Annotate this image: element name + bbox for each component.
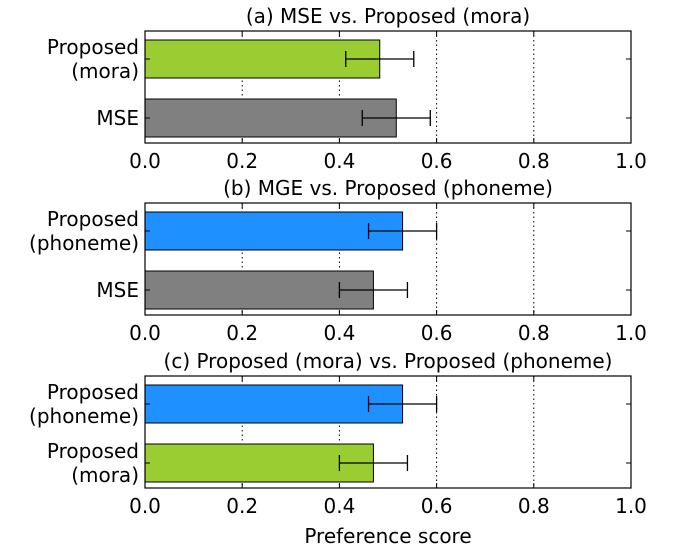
category-label: Proposed (47, 207, 139, 231)
category-label: (phoneme) (29, 404, 139, 428)
category-label: MSE (96, 278, 139, 302)
bar (144, 270, 374, 310)
x-tick-label: 0.2 (226, 321, 258, 345)
x-tick-label: 1.0 (615, 149, 647, 173)
x-tick-label: 0.6 (421, 494, 453, 518)
panel-title: (a) MSE vs. Proposed (mora) (246, 4, 530, 28)
x-tick-label: 0.6 (421, 149, 453, 173)
x-tick-label: 0.4 (323, 321, 355, 345)
x-tick-label: 0.8 (518, 494, 550, 518)
x-tick-label: 0.6 (421, 321, 453, 345)
bar (144, 98, 397, 138)
x-tick-label: 0.2 (226, 494, 258, 518)
x-tick-label: 0.0 (129, 494, 161, 518)
x-tick-label: 1.0 (615, 494, 647, 518)
category-label: Proposed (47, 439, 139, 463)
panel-title: (c) Proposed (mora) vs. Proposed (phonem… (164, 349, 613, 373)
x-tick-label: 0.4 (323, 494, 355, 518)
x-axis-label: Preference score (304, 524, 471, 548)
bar (144, 211, 404, 251)
x-tick-label: 0.0 (129, 321, 161, 345)
axes-frame (144, 375, 632, 489)
category-label: (mora) (71, 463, 139, 487)
panel-title: (b) MGE vs. Proposed (phoneme) (223, 176, 553, 200)
x-tick-label: 0.2 (226, 149, 258, 173)
category-label: Proposed (47, 380, 139, 404)
bar (144, 39, 381, 79)
category-label: (phoneme) (29, 231, 139, 255)
category-label: (mora) (71, 59, 139, 83)
bar (144, 384, 404, 424)
x-tick-label: 0.0 (129, 149, 161, 173)
axes-frame (144, 30, 632, 144)
x-tick-label: 0.4 (323, 149, 355, 173)
x-tick-label: 0.8 (518, 321, 550, 345)
bar (144, 443, 374, 483)
category-label: MSE (96, 106, 139, 130)
x-tick-label: 1.0 (615, 321, 647, 345)
axes-frame (144, 202, 632, 316)
x-tick-label: 0.8 (518, 149, 550, 173)
category-label: Proposed (47, 35, 139, 59)
